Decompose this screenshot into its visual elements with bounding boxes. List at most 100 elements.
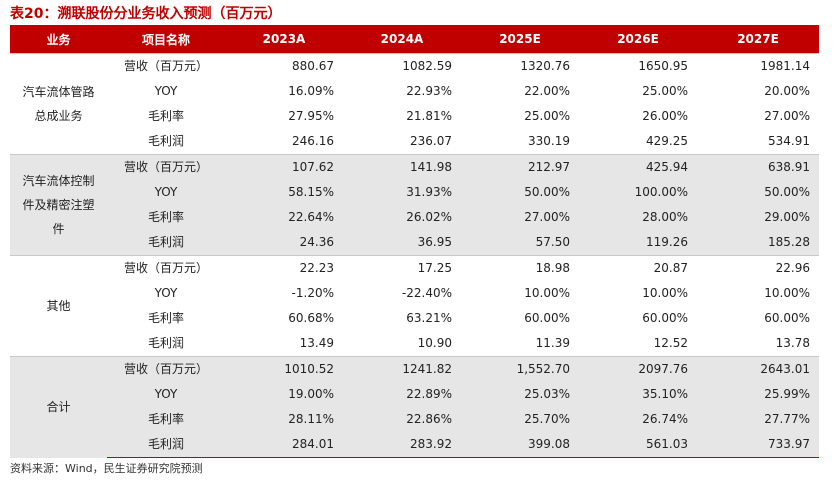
value-cell-2024a: 22.93% [343,79,461,104]
table-row: 毛利润 284.01 283.92 399.08 561.03 733.97 [10,432,819,458]
value-cell-2025e: 22.00% [461,79,579,104]
metric-yoy-cell: YOY [107,382,225,407]
value-cell-2027e: 27.77% [697,407,819,432]
table-row: 其他 营收（百万元） 22.23 17.25 18.98 20.87 22.96 [10,255,819,357]
metric-gross-profit-cell: 毛利润 [107,432,225,458]
value-cell-2023a: 24.36 [225,230,343,256]
table-row: 毛利润 13.49 10.90 11.39 12.52 13.78 [10,331,819,357]
value-cell-2025e: 18.98 [461,255,579,281]
header-item-name: 项目名称 [107,25,225,54]
value-cell-2026e: 10.00% [579,281,697,306]
value-cell-2027e: 10.00% [697,281,819,306]
value-cell-2026e: 26.00% [579,104,697,129]
value-cell-2027e: 27.00% [697,104,819,129]
metric-revenue-cell: 营收（百万元） [107,356,225,382]
business-name-cell: 其他 [10,255,107,357]
metric-gross-margin-cell: 毛利率 [107,306,225,331]
table-row: 毛利润 246.16 236.07 330.19 429.25 534.91 [10,129,819,155]
value-cell-2023a: 60.68% [225,306,343,331]
value-cell-2025e: 25.03% [461,382,579,407]
value-cell-2025e: 25.70% [461,407,579,432]
value-cell-2027e: 638.91 [697,154,819,180]
group-fluid-pipeline-assembly: 汽车流体管路总成业务 营收（百万元） 880.67 1082.59 1320.76 165… [10,53,819,155]
metric-revenue-cell: 营收（百万元） [107,53,225,79]
value-cell-2024a: 1082.59 [343,53,461,79]
value-cell-2026e: 429.25 [579,129,697,155]
metric-gross-margin-cell: 毛利率 [107,205,225,230]
value-cell-2025e: 27.00% [461,205,579,230]
table-row: YOY -1.20% -22.40% 10.00% 10.00% 10.00% [10,281,819,306]
header-2027e: 2027E [697,25,819,54]
table-row: 毛利率 22.64% 26.02% 27.00% 28.00% 29.00% [10,205,819,230]
value-cell-2023a: 22.23 [225,255,343,281]
value-cell-2026e: 25.00% [579,79,697,104]
value-cell-2026e: 119.26 [579,230,697,256]
value-cell-2024a: 21.81% [343,104,461,129]
metric-yoy-cell: YOY [107,281,225,306]
metric-revenue-cell: 营收（百万元） [107,255,225,281]
metric-gross-margin-cell: 毛利率 [107,407,225,432]
metric-gross-profit-cell: 毛利润 [107,331,225,357]
value-cell-2027e: 60.00% [697,306,819,331]
value-cell-2026e: 1650.95 [579,53,697,79]
value-cell-2025e: 60.00% [461,306,579,331]
value-cell-2024a: 10.90 [343,331,461,357]
group-other: 其他 营收（百万元） 22.23 17.25 18.98 20.87 22.96 YOY -1.… [10,255,819,357]
value-cell-2024a: 17.25 [343,255,461,281]
value-cell-2027e: 22.96 [697,255,819,281]
value-cell-2027e: 50.00% [697,180,819,205]
header-2023a: 2023A [225,25,343,54]
value-cell-2024a: 63.21% [343,306,461,331]
table-row: YOY 19.00% 22.89% 25.03% 35.10% 25.99% [10,382,819,407]
value-cell-2024a: 283.92 [343,432,461,458]
header-2024a: 2024A [343,25,461,54]
value-cell-2024a: -22.40% [343,281,461,306]
header-2025e: 2025E [461,25,579,54]
value-cell-2024a: 22.86% [343,407,461,432]
value-cell-2027e: 25.99% [697,382,819,407]
metric-yoy-cell: YOY [107,180,225,205]
group-fluid-control-injection-parts: 汽车流体控制件及精密注塑件 营收（百万元） 107.62 141.98 212.97 42… [10,154,819,256]
header-business: 业务 [10,25,107,54]
value-cell-2025e: 212.97 [461,154,579,180]
value-cell-2026e: 561.03 [579,432,697,458]
table-row: 毛利率 60.68% 63.21% 60.00% 60.00% 60.00% [10,306,819,331]
value-cell-2026e: 35.10% [579,382,697,407]
value-cell-2027e: 185.28 [697,230,819,256]
table-row: 合计 营收（百万元） 1010.52 1241.82 1,552.70 2097.76 26… [10,356,819,458]
value-cell-2023a: 58.15% [225,180,343,205]
value-cell-2025e: 1,552.70 [461,356,579,382]
header-2026e: 2026E [579,25,697,54]
table-title: 表20：溯联股份分业务收入预测（百万元） [10,6,282,22]
table-row: 毛利率 27.95% 21.81% 25.00% 26.00% 27.00% [10,104,819,129]
value-cell-2023a: 22.64% [225,205,343,230]
value-cell-2024a: 236.07 [343,129,461,155]
business-name-cell: 汽车流体控制件及精密注塑件 [10,154,107,256]
table-row: 汽车流体控制件及精密注塑件 营收（百万元） 107.62 141.98 212.97 42… [10,154,819,256]
value-cell-2023a: 27.95% [225,104,343,129]
value-cell-2026e: 12.52 [579,331,697,357]
table-row: YOY 58.15% 31.93% 50.00% 100.00% 50.00% [10,180,819,205]
metric-yoy-cell: YOY [107,79,225,104]
value-cell-2026e: 20.87 [579,255,697,281]
metric-revenue-cell: 营收（百万元） [107,154,225,180]
value-cell-2025e: 10.00% [461,281,579,306]
value-cell-2024a: 26.02% [343,205,461,230]
value-cell-2023a: 1010.52 [225,356,343,382]
value-cell-2023a: 13.49 [225,331,343,357]
table-row: 毛利率 28.11% 22.86% 25.70% 26.74% 27.77% [10,407,819,432]
value-cell-2023a: 107.62 [225,154,343,180]
value-cell-2026e: 60.00% [579,306,697,331]
header-row: 业务 项目名称 2023A 2024A 2025E 2026E 2027E [10,25,819,54]
value-cell-2024a: 141.98 [343,154,461,180]
group-total: 合计 营收（百万元） 1010.52 1241.82 1,552.70 2097.76 26… [10,356,819,458]
business-name-cell: 合计 [10,356,107,458]
value-cell-2025e: 57.50 [461,230,579,256]
value-cell-2025e: 1320.76 [461,53,579,79]
business-name-cell: 汽车流体管路总成业务 [10,53,107,155]
value-cell-2027e: 534.91 [697,129,819,155]
value-cell-2023a: 246.16 [225,129,343,155]
value-cell-2026e: 100.00% [579,180,697,205]
value-cell-2023a: 284.01 [225,432,343,458]
value-cell-2023a: 16.09% [225,79,343,104]
